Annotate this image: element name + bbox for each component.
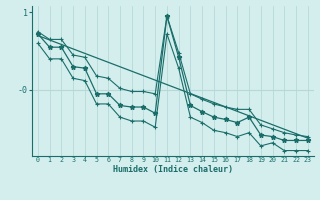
- X-axis label: Humidex (Indice chaleur): Humidex (Indice chaleur): [113, 165, 233, 174]
